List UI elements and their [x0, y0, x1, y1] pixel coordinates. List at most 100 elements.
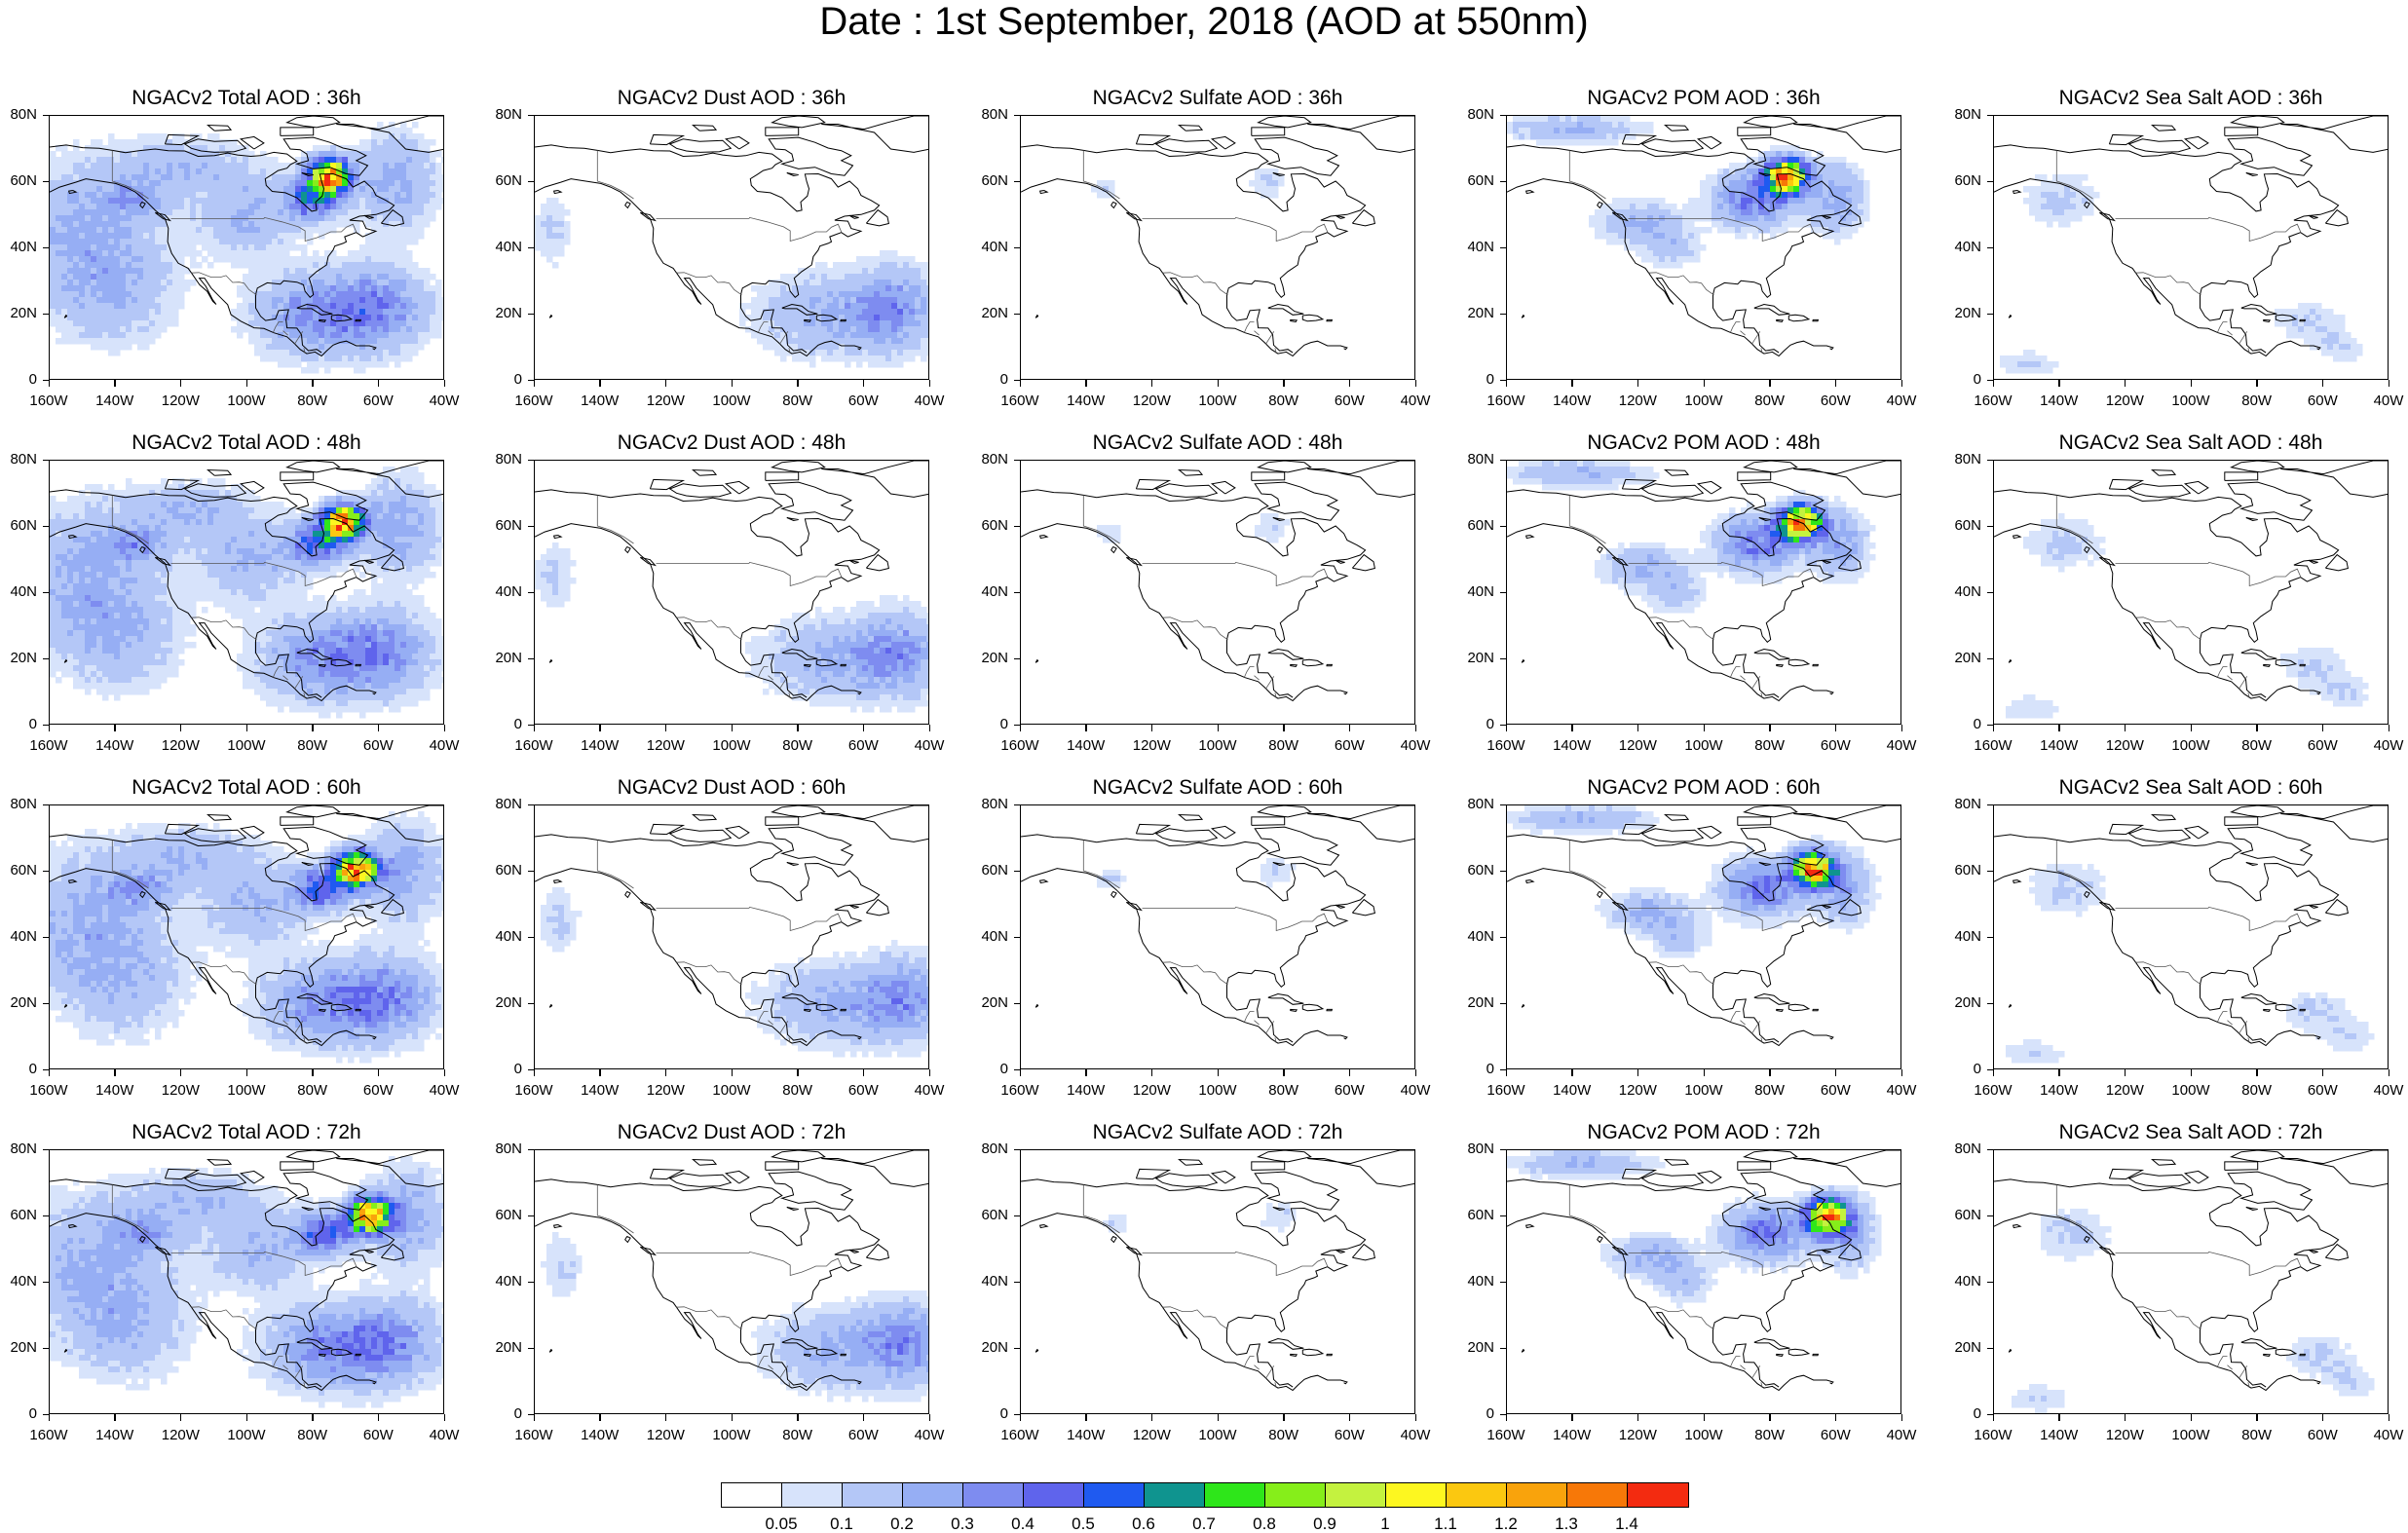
colorbar-swatch — [1145, 1483, 1205, 1507]
lon-tick — [1835, 725, 1837, 731]
lon-tick-label: 40W — [2364, 393, 2408, 409]
lon-tick-label: 100W — [2166, 738, 2215, 754]
lon-tick — [1769, 1069, 1771, 1076]
panel-title: NGACv2 Sulfate AOD : 48h — [981, 430, 1454, 456]
lat-tick — [528, 1348, 534, 1350]
lat-tick-label: 80N — [1455, 1141, 1494, 1157]
lat-tick-label: 0 — [1455, 1406, 1494, 1422]
aod-map — [50, 116, 444, 380]
lat-tick-label: 60N — [483, 1208, 522, 1223]
lon-tick-label: 40W — [1877, 738, 1926, 754]
panel-title: NGACv2 Sulfate AOD : 36h — [981, 86, 1454, 111]
lat-tick-label: 0 — [0, 372, 37, 388]
colorbar-label: 1 — [1361, 1515, 1410, 1533]
lon-tick — [2256, 725, 2258, 731]
lon-tick — [1901, 380, 1903, 387]
lon-tick — [114, 380, 116, 387]
lat-tick — [1987, 658, 1993, 660]
aod-shading — [1507, 461, 1876, 614]
lat-tick-label: 40N — [0, 240, 37, 255]
panel-title: NGACv2 Dust AOD : 60h — [495, 775, 968, 801]
lon-tick-label: 100W — [1193, 738, 1242, 754]
lon-tick — [444, 1414, 446, 1421]
lat-tick-label: 80N — [0, 797, 37, 812]
lon-tick-label: 100W — [2166, 393, 2215, 409]
lon-tick — [1901, 1414, 1903, 1421]
colorbar-label: 0.05 — [757, 1515, 806, 1533]
aod-map — [535, 116, 929, 380]
lat-tick-label: 60N — [483, 863, 522, 879]
lon-tick — [312, 1414, 314, 1421]
lon-tick-label: 120W — [1613, 393, 1662, 409]
lat-tick-label: 40N — [1942, 1274, 1981, 1290]
lon-tick-label: 160W — [509, 393, 558, 409]
lon-tick-label: 140W — [1062, 393, 1110, 409]
colorbar-label: 0.8 — [1240, 1515, 1289, 1533]
lon-tick — [246, 1069, 248, 1076]
lat-tick — [528, 804, 534, 806]
lon-tick-label: 40W — [905, 393, 954, 409]
lon-tick — [1506, 1069, 1508, 1076]
lon-tick-label: 120W — [156, 1428, 205, 1443]
aod-map — [1021, 461, 1415, 725]
map-plot-area — [1506, 460, 1901, 725]
lon-tick — [114, 1414, 116, 1421]
lon-tick-label: 40W — [420, 738, 469, 754]
lon-tick-label: 40W — [1877, 1083, 1926, 1099]
lat-tick — [1014, 247, 1020, 249]
lat-tick — [1500, 1003, 1506, 1005]
lon-tick-label: 100W — [1679, 393, 1728, 409]
lat-tick-label: 80N — [969, 797, 1008, 812]
lon-tick — [1704, 380, 1706, 387]
coastline — [1021, 1150, 1415, 1391]
lon-tick — [797, 725, 799, 731]
lon-tick — [1506, 380, 1508, 387]
panel-title: NGACv2 POM AOD : 72h — [1467, 1120, 1940, 1145]
lon-tick-label: 140W — [576, 1428, 624, 1443]
lon-tick — [1769, 725, 1771, 731]
lat-tick-label: 40N — [483, 929, 522, 945]
lat-tick-label: 20N — [969, 306, 1008, 321]
panel-title: NGACv2 Sea Salt AOD : 60h — [1954, 775, 2408, 801]
lon-tick-label: 120W — [156, 1083, 205, 1099]
lon-tick-label: 160W — [509, 1083, 558, 1099]
colorbar-swatch — [1024, 1483, 1084, 1507]
lat-tick — [1500, 1215, 1506, 1217]
lon-tick — [1704, 1414, 1706, 1421]
lon-tick-label: 60W — [1325, 1428, 1373, 1443]
panel-title: NGACv2 Sea Salt AOD : 36h — [1954, 86, 2408, 111]
lat-tick-label: 60N — [969, 518, 1008, 534]
lat-tick-label: 0 — [1455, 1062, 1494, 1077]
lon-tick — [863, 1414, 865, 1421]
lat-tick — [1987, 1282, 1993, 1284]
lon-tick — [1151, 380, 1153, 387]
lon-tick-label: 140W — [1062, 738, 1110, 754]
lon-tick-label: 120W — [641, 1083, 690, 1099]
lat-tick-label: 80N — [483, 107, 522, 123]
lat-tick-label: 20N — [1455, 1340, 1494, 1356]
lon-tick-label: 100W — [2166, 1428, 2215, 1443]
lat-tick-label: 80N — [969, 1141, 1008, 1157]
aod-map — [1994, 805, 2389, 1069]
lat-tick — [1500, 871, 1506, 873]
colorbar-swatch — [782, 1483, 843, 1507]
lon-tick — [2256, 1069, 2258, 1076]
lat-tick — [1987, 804, 1993, 806]
lat-tick-label: 0 — [1942, 1062, 1981, 1077]
lon-tick-label: 100W — [707, 393, 756, 409]
map-plot-area — [1020, 460, 1415, 725]
coastline — [1021, 116, 1415, 356]
lon-tick-label: 40W — [905, 738, 954, 754]
lon-tick-label: 80W — [1746, 1083, 1794, 1099]
lon-tick — [797, 1069, 799, 1076]
lon-tick — [534, 725, 536, 731]
lon-tick-label: 140W — [91, 1083, 139, 1099]
lat-tick-label: 20N — [1942, 995, 1981, 1011]
aod-map — [535, 1150, 929, 1414]
lon-tick — [1506, 1414, 1508, 1421]
lon-tick — [444, 380, 446, 387]
